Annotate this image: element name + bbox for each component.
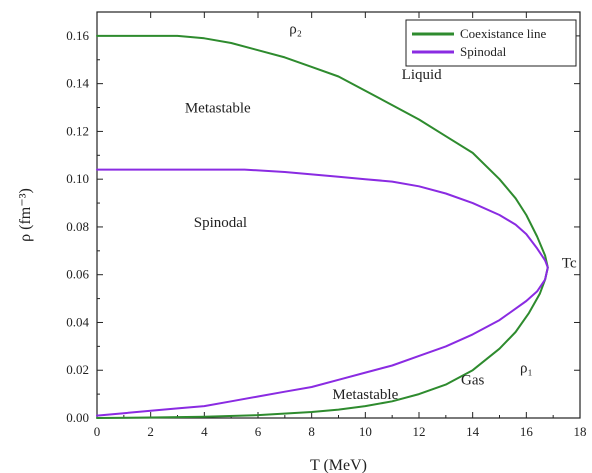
y-tick-label: 0.12 (66, 123, 89, 138)
x-tick-label: 4 (201, 424, 208, 439)
series-group (96, 34, 549, 419)
y-tick-label: 0.16 (66, 28, 89, 43)
x-tick-label: 12 (413, 424, 426, 439)
annotation-label: Spinodal (194, 215, 247, 231)
y-tick-label: 0.10 (66, 171, 89, 186)
axes-group: 0 2 4 6 8 10 12 14 16 18 0.00 0.02 0.04 0.06 0.08 0.10 0… (66, 11, 587, 439)
annotation-label: Metastable (185, 100, 251, 116)
annotation-label: Metastable (332, 387, 398, 403)
coexistence-line (96, 34, 549, 419)
annotations-group: ρ₂ Liquid Metastable Spinodal Tc ρ₁ Gas Metasta… (185, 21, 577, 402)
legend-label: Spinodal (460, 44, 507, 59)
spinodal-line (96, 168, 549, 417)
legend: Coexistance line Spinodal (405, 19, 577, 67)
y-tick-label: 0.02 (66, 362, 89, 377)
x-tick-label: 8 (308, 424, 315, 439)
y-axis-title: ρ (fm⁻³) (17, 188, 34, 242)
annotation-label: Liquid (402, 67, 442, 83)
x-tick-label: 2 (147, 424, 154, 439)
x-tick-label: 0 (94, 424, 101, 439)
x-tick-label: 16 (520, 424, 534, 439)
annotation-label: Gas (461, 373, 484, 389)
annotation-label: ρ₁ (520, 361, 533, 377)
annotation-label: Tc (562, 256, 577, 272)
x-tick-label: 18 (574, 424, 587, 439)
x-axis-title: T (MeV) (310, 457, 367, 473)
plot-frame (96, 11, 581, 419)
y-tick-label: 0.08 (66, 219, 89, 234)
legend-label: Coexistance line (460, 26, 547, 41)
x-tick-label: 6 (255, 424, 262, 439)
annotation-label: ρ₂ (289, 21, 302, 37)
y-tick-label: 0.00 (66, 410, 89, 425)
y-tick-label: 0.04 (66, 314, 89, 329)
x-tick-label: 10 (359, 424, 372, 439)
y-tick-label: 0.06 (66, 267, 89, 282)
x-tick-label: 14 (466, 424, 480, 439)
y-tick-label: 0.14 (66, 76, 89, 91)
legend-box (405, 19, 577, 67)
